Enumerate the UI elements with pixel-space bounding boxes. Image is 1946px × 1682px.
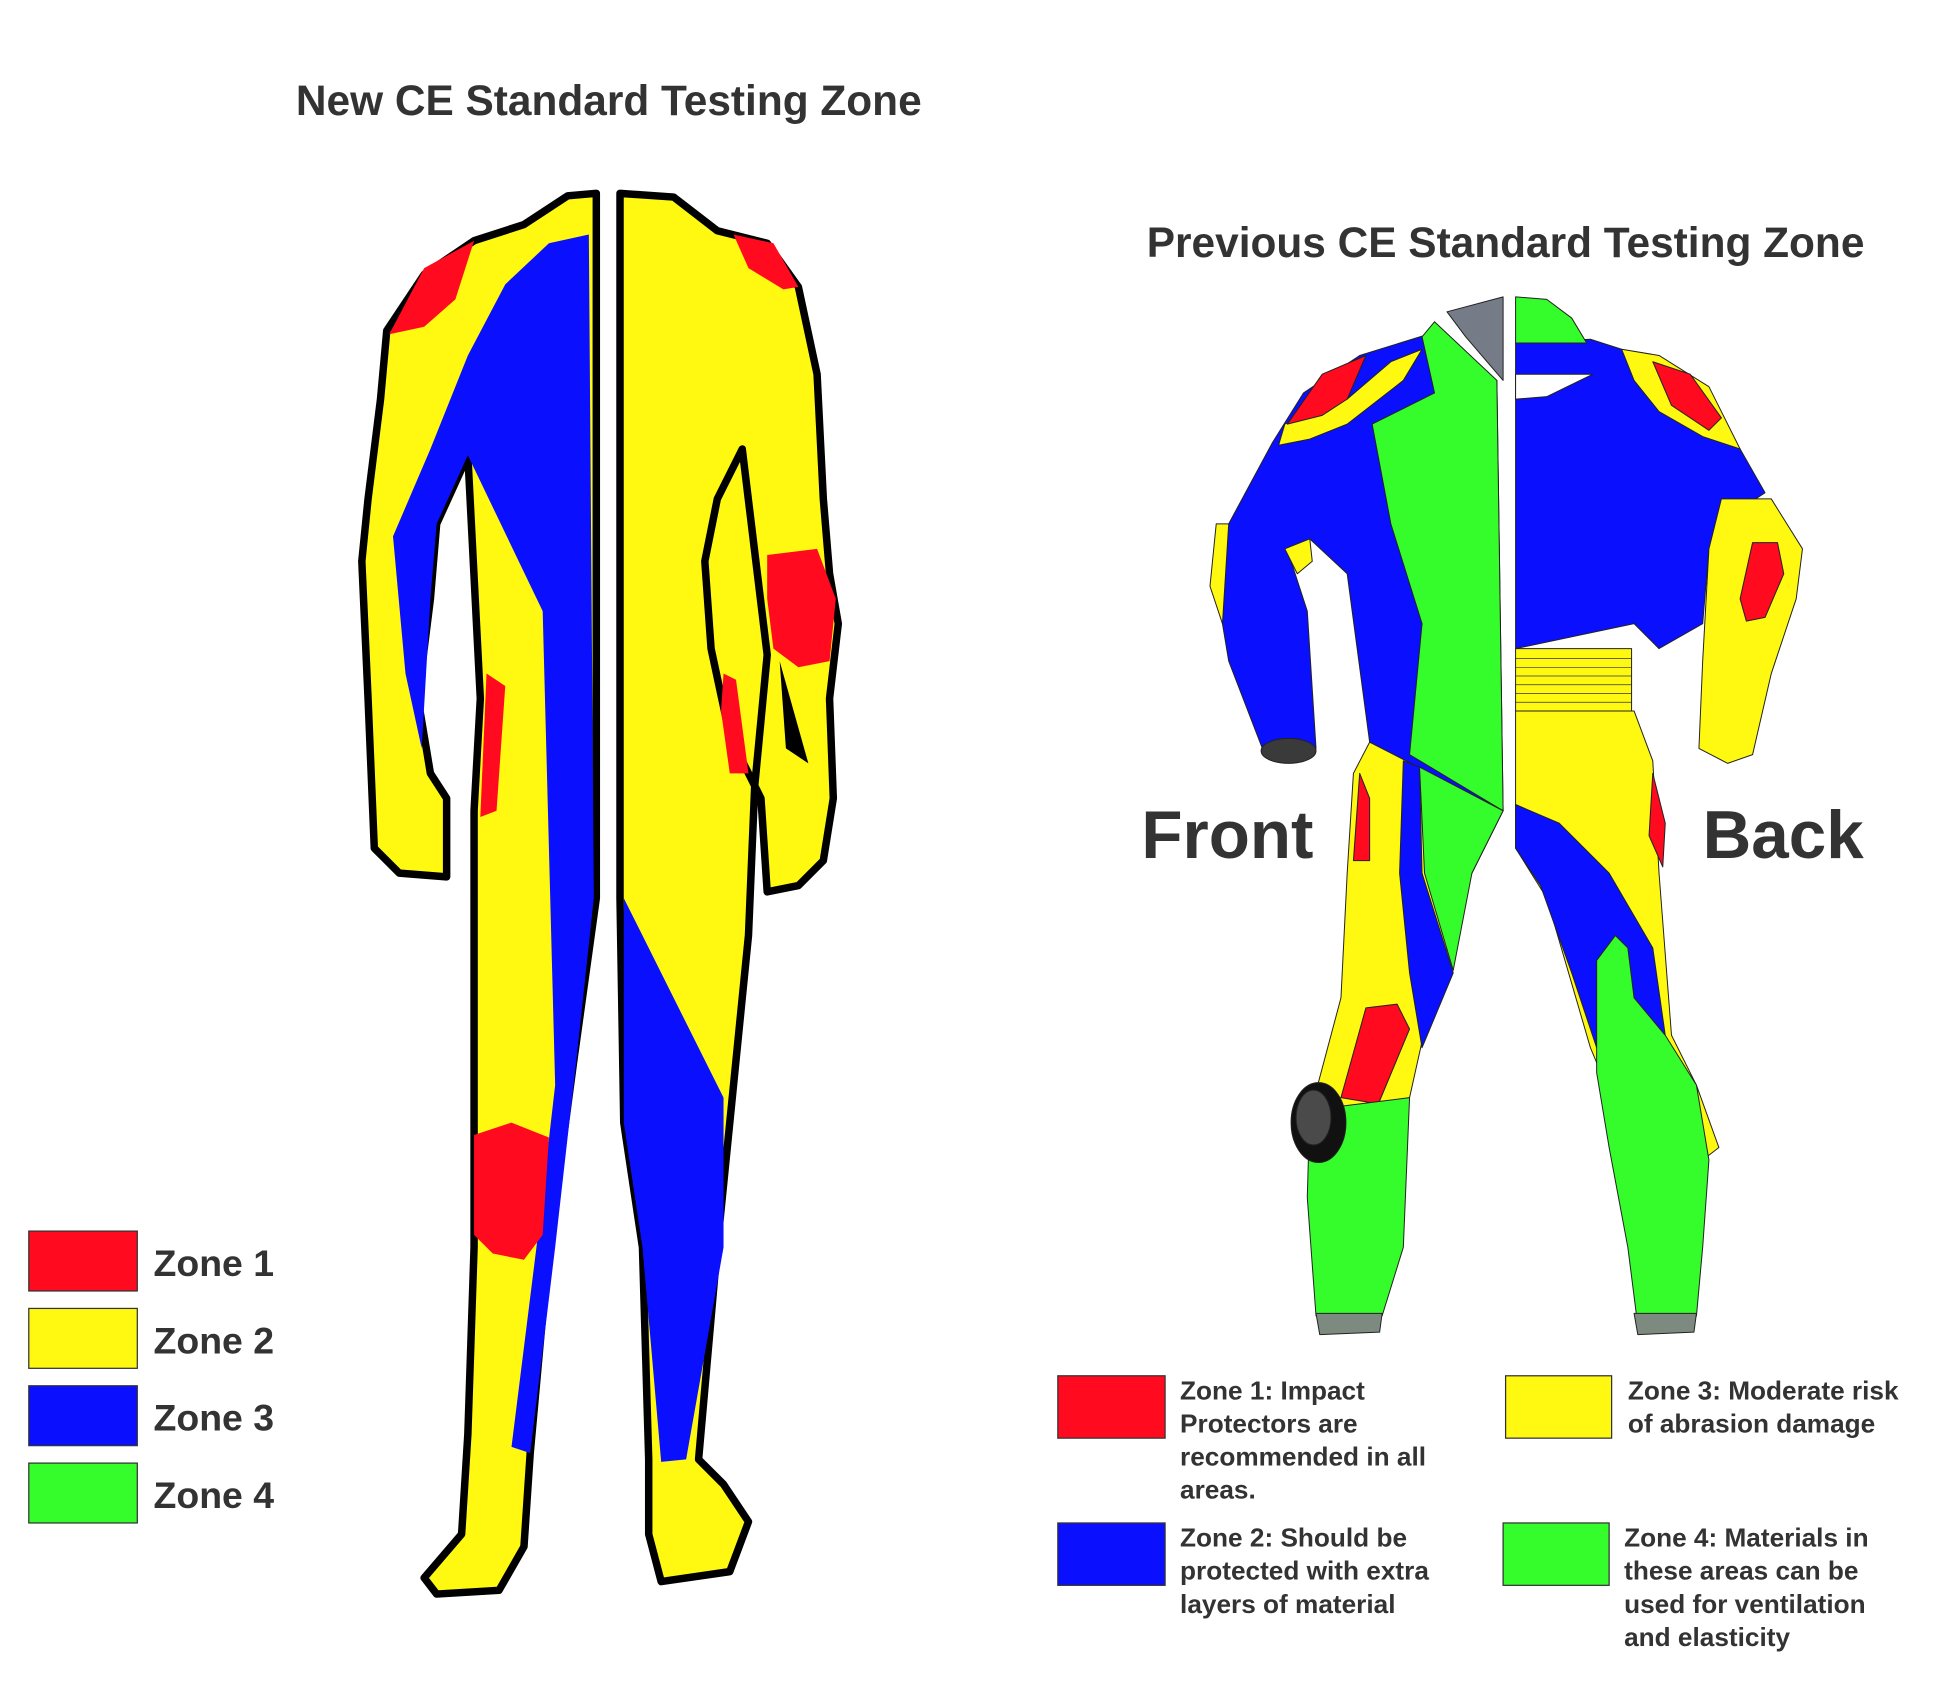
zone4-swatch	[28, 1462, 138, 1524]
zone3-label: Zone 3	[154, 1397, 275, 1439]
zone3-right-leg	[623, 898, 724, 1462]
legend-item-zone1: Zone 1	[28, 1230, 275, 1292]
suit-front	[1209, 296, 1504, 1336]
prev-zone4-line: these areas can be	[1624, 1556, 1858, 1586]
prev-zone1-line: recommended in all	[1180, 1442, 1426, 1472]
back-boot	[1633, 1312, 1697, 1336]
zone3-front-inner-elbow	[1284, 538, 1313, 575]
front-cuff	[1260, 737, 1317, 764]
prev-zone1-line: Zone 1: Impact	[1180, 1375, 1365, 1405]
prev-zone2-line: Zone 2: Should be	[1180, 1523, 1407, 1553]
prev-zone2-line: protected with extra	[1180, 1556, 1429, 1586]
prev-legend-zone2: Zone 2: Should be protected with extra l…	[1057, 1522, 1429, 1619]
prev-zone4-line: used for ventilation	[1624, 1589, 1866, 1619]
legend-item-zone2: Zone 2	[28, 1307, 275, 1369]
suit-back	[1515, 296, 1803, 1336]
zone4-front-thigh	[1419, 766, 1504, 971]
prev-zone2-swatch	[1057, 1522, 1166, 1586]
zone3-swatch	[28, 1385, 138, 1447]
zone1-back-elbow	[1739, 542, 1785, 622]
previous-standard-legend: Zone 1: Impact Protectors are recommende…	[1057, 1375, 1899, 1652]
new-standard-title: New CE Standard Testing Zone	[296, 77, 922, 124]
previous-standard-suit	[1209, 296, 1803, 1336]
prev-legend-zone1: Zone 1: Impact Protectors are recommende…	[1057, 1375, 1426, 1505]
prev-zone4-line: and elasticity	[1624, 1622, 1790, 1652]
zone4-back-collar	[1515, 296, 1588, 344]
zone1-swatch	[28, 1230, 138, 1292]
zone3-left-torso	[393, 234, 594, 1454]
back-label: Back	[1703, 798, 1865, 873]
front-boot	[1315, 1312, 1383, 1336]
zone1-right-thigh	[721, 673, 749, 774]
zone1-back-shoulder	[1652, 361, 1722, 431]
zone4-front-center	[1371, 321, 1504, 812]
zone4-label: Zone 4	[154, 1474, 275, 1516]
zone1-left-thigh	[480, 673, 506, 817]
prev-zone1-swatch	[1057, 1375, 1166, 1439]
knee-slider-face	[1295, 1089, 1332, 1146]
prev-zone3-line: Zone 3: Moderate risk	[1628, 1375, 1899, 1405]
back-waist-stretch	[1515, 648, 1633, 712]
prev-legend-zone4: Zone 4: Materials in these areas can be …	[1502, 1522, 1869, 1652]
zone1-label: Zone 1	[154, 1242, 275, 1284]
prev-legend-zone3: Zone 3: Moderate risk of abrasion damage	[1504, 1375, 1899, 1439]
zone3-back-arm	[1698, 498, 1803, 764]
new-standard-suit	[358, 189, 843, 1598]
zone1-back-thigh	[1648, 772, 1666, 868]
gap-shadow	[779, 661, 809, 764]
zone1-left-knee	[474, 1122, 549, 1260]
zone1-right-elbow	[767, 548, 836, 668]
previous-standard-title: Previous CE Standard Testing Zone	[1147, 219, 1865, 266]
back-cutout	[1515, 373, 1594, 400]
prev-zone1-line: areas.	[1180, 1475, 1256, 1505]
prev-zone2-line: layers of material	[1180, 1589, 1395, 1619]
front-label: Front	[1141, 798, 1313, 873]
zone2-swatch	[28, 1307, 138, 1369]
new-standard-legend: Zone 1 Zone 2 Zone 3 Zone 4	[28, 1230, 275, 1524]
zone1-front-shoulder	[1286, 354, 1367, 425]
prev-zone4-swatch	[1502, 1522, 1610, 1586]
zone3-front-forearm	[1209, 523, 1230, 625]
prev-zone4-line: Zone 4: Materials in	[1624, 1523, 1868, 1553]
suit-right-half	[616, 189, 843, 1586]
prev-zone3-line: of abrasion damage	[1628, 1409, 1875, 1439]
prev-zone3-swatch	[1504, 1375, 1613, 1439]
legend-item-zone3: Zone 3	[28, 1385, 275, 1447]
zone4-back-calf	[1596, 934, 1710, 1317]
zone1-front-thigh	[1352, 772, 1371, 862]
front-collar	[1446, 296, 1504, 381]
zone2-label: Zone 2	[154, 1319, 275, 1361]
zone1-right-shoulder	[733, 234, 799, 290]
legend-item-zone4: Zone 4	[28, 1462, 275, 1524]
back-waist-stripes	[1515, 658, 1632, 703]
zone1-left-shoulder	[389, 240, 475, 335]
prev-zone1-line: Protectors are	[1180, 1409, 1358, 1439]
